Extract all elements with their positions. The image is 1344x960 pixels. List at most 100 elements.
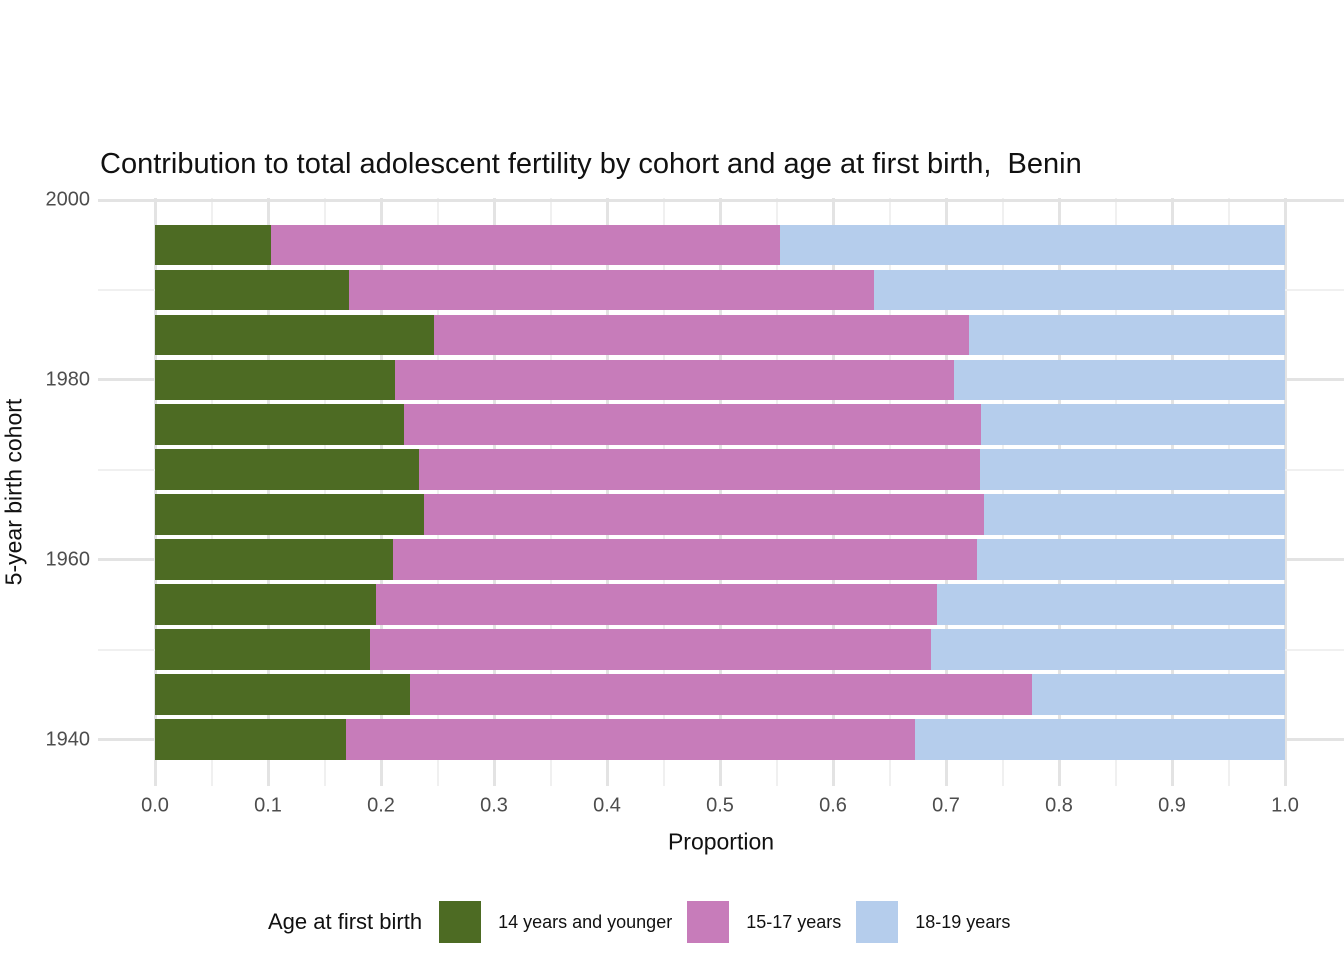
bar-segment xyxy=(349,269,874,311)
bar-segment xyxy=(155,224,272,266)
bar-segment xyxy=(981,404,1285,446)
legend-item: 18-19 years xyxy=(856,901,1025,943)
x-major-gridline xyxy=(1057,198,1061,786)
bar-segment xyxy=(410,674,1032,715)
bar-cohort-1940 xyxy=(155,719,1285,760)
bar-segment xyxy=(155,584,377,625)
bar-segment xyxy=(968,314,1285,356)
bar-segment xyxy=(155,629,370,670)
x-major-gridline xyxy=(379,198,383,786)
x-tick-label: 0.0 xyxy=(141,794,169,817)
bar-segment xyxy=(936,584,1285,625)
bar-segment xyxy=(155,314,435,356)
x-tick-label: 0.6 xyxy=(819,794,847,817)
bar-segment xyxy=(271,224,780,266)
bar-segment xyxy=(953,359,1285,401)
legend-item: 14 years and younger xyxy=(439,901,687,943)
bar-cohort-1965 xyxy=(155,494,1285,535)
bar-segment xyxy=(779,224,1285,266)
x-minor-gridline xyxy=(1001,198,1004,786)
bar-cohort-1980 xyxy=(155,359,1285,401)
x-tick-label: 0.2 xyxy=(367,794,395,817)
bar-segment xyxy=(979,449,1285,491)
x-major-gridline xyxy=(492,198,496,786)
x-major-gridline xyxy=(831,198,835,786)
bar-cohort-1970 xyxy=(155,449,1285,491)
legend-item: 15-17 years xyxy=(687,901,856,943)
bar-segment xyxy=(155,449,420,491)
bar-segment xyxy=(155,494,424,535)
bar-segment xyxy=(403,404,982,446)
x-minor-gridline xyxy=(323,198,326,786)
y-tick-label: 1960 xyxy=(45,548,91,571)
bar-segment xyxy=(434,314,969,356)
bar-segment xyxy=(976,539,1285,580)
bar-segment xyxy=(419,449,980,491)
x-tick-label: 0.4 xyxy=(593,794,621,817)
bar-segment xyxy=(931,629,1285,670)
x-major-gridline xyxy=(266,198,270,786)
legend-swatch-18-19 xyxy=(856,901,899,943)
x-minor-gridline xyxy=(662,198,665,786)
bar-cohort-1985 xyxy=(155,314,1285,356)
legend-swatch-14-and-younger xyxy=(439,901,482,943)
bar-segment xyxy=(376,584,937,625)
plot-panel xyxy=(98,198,1344,786)
bar-cohort-1975 xyxy=(155,404,1285,446)
legend-title: Age at first birth xyxy=(268,909,423,934)
bar-segment xyxy=(155,359,395,401)
y-tick-label: 1940 xyxy=(45,728,91,750)
bar-segment xyxy=(155,719,346,760)
x-major-gridline xyxy=(1283,198,1287,786)
bar-segment xyxy=(155,404,404,446)
bar-cohort-1990 xyxy=(155,269,1285,311)
x-minor-gridline xyxy=(210,198,213,786)
bar-segment xyxy=(393,539,977,580)
x-tick-label: 0.8 xyxy=(1045,794,1073,817)
legend: Age at first birth 14 years and younger … xyxy=(268,901,1025,943)
bar-cohort-1945 xyxy=(155,674,1285,715)
x-minor-gridline xyxy=(436,198,439,786)
bar-cohort-1955 xyxy=(155,584,1285,625)
bar-segment xyxy=(984,494,1285,535)
bar-segment xyxy=(345,719,916,760)
y-axis-title: 5-year birth cohort xyxy=(0,398,27,586)
bar-cohort-1960 xyxy=(155,539,1285,580)
bar-segment xyxy=(155,674,411,715)
x-major-gridline xyxy=(605,198,609,786)
x-minor-gridline xyxy=(1114,198,1117,786)
bar-segment xyxy=(394,359,954,401)
bar-segment xyxy=(369,629,932,670)
x-minor-gridline xyxy=(549,198,552,786)
bar-cohort-1950 xyxy=(155,629,1285,670)
x-tick-label: 1.0 xyxy=(1271,794,1299,817)
bar-segment xyxy=(155,269,350,311)
legend-label: 15-17 years xyxy=(746,911,842,932)
y-tick-label: 1980 xyxy=(45,368,91,391)
bar-segment xyxy=(155,539,394,580)
legend-swatch-15-17 xyxy=(687,901,730,943)
bar-cohort-1995 xyxy=(155,224,1285,266)
chart-title: Contribution to total adolescent fertili… xyxy=(100,148,1082,180)
x-minor-gridline xyxy=(888,198,891,786)
bar-segment xyxy=(915,719,1285,760)
x-minor-gridline xyxy=(775,198,778,786)
y-major-gridline xyxy=(98,198,1344,202)
legend-label: 18-19 years xyxy=(915,911,1011,932)
x-tick-label: 0.1 xyxy=(254,794,282,817)
legend-label: 14 years and younger xyxy=(498,911,673,932)
x-major-gridline xyxy=(718,198,722,786)
x-major-gridline xyxy=(1170,198,1174,786)
x-tick-label: 0.7 xyxy=(932,794,960,817)
x-minor-gridline xyxy=(1227,198,1230,786)
bar-segment xyxy=(423,494,985,535)
x-tick-label: 0.9 xyxy=(1158,794,1186,817)
x-major-gridline xyxy=(153,198,157,786)
x-axis-title: Proportion xyxy=(667,828,775,855)
x-tick-label: 0.5 xyxy=(706,794,734,817)
bar-segment xyxy=(1031,674,1285,715)
x-tick-label: 0.3 xyxy=(480,794,508,817)
x-major-gridline xyxy=(944,198,948,786)
bar-segment xyxy=(873,269,1285,311)
y-tick-label: 2000 xyxy=(45,188,91,211)
